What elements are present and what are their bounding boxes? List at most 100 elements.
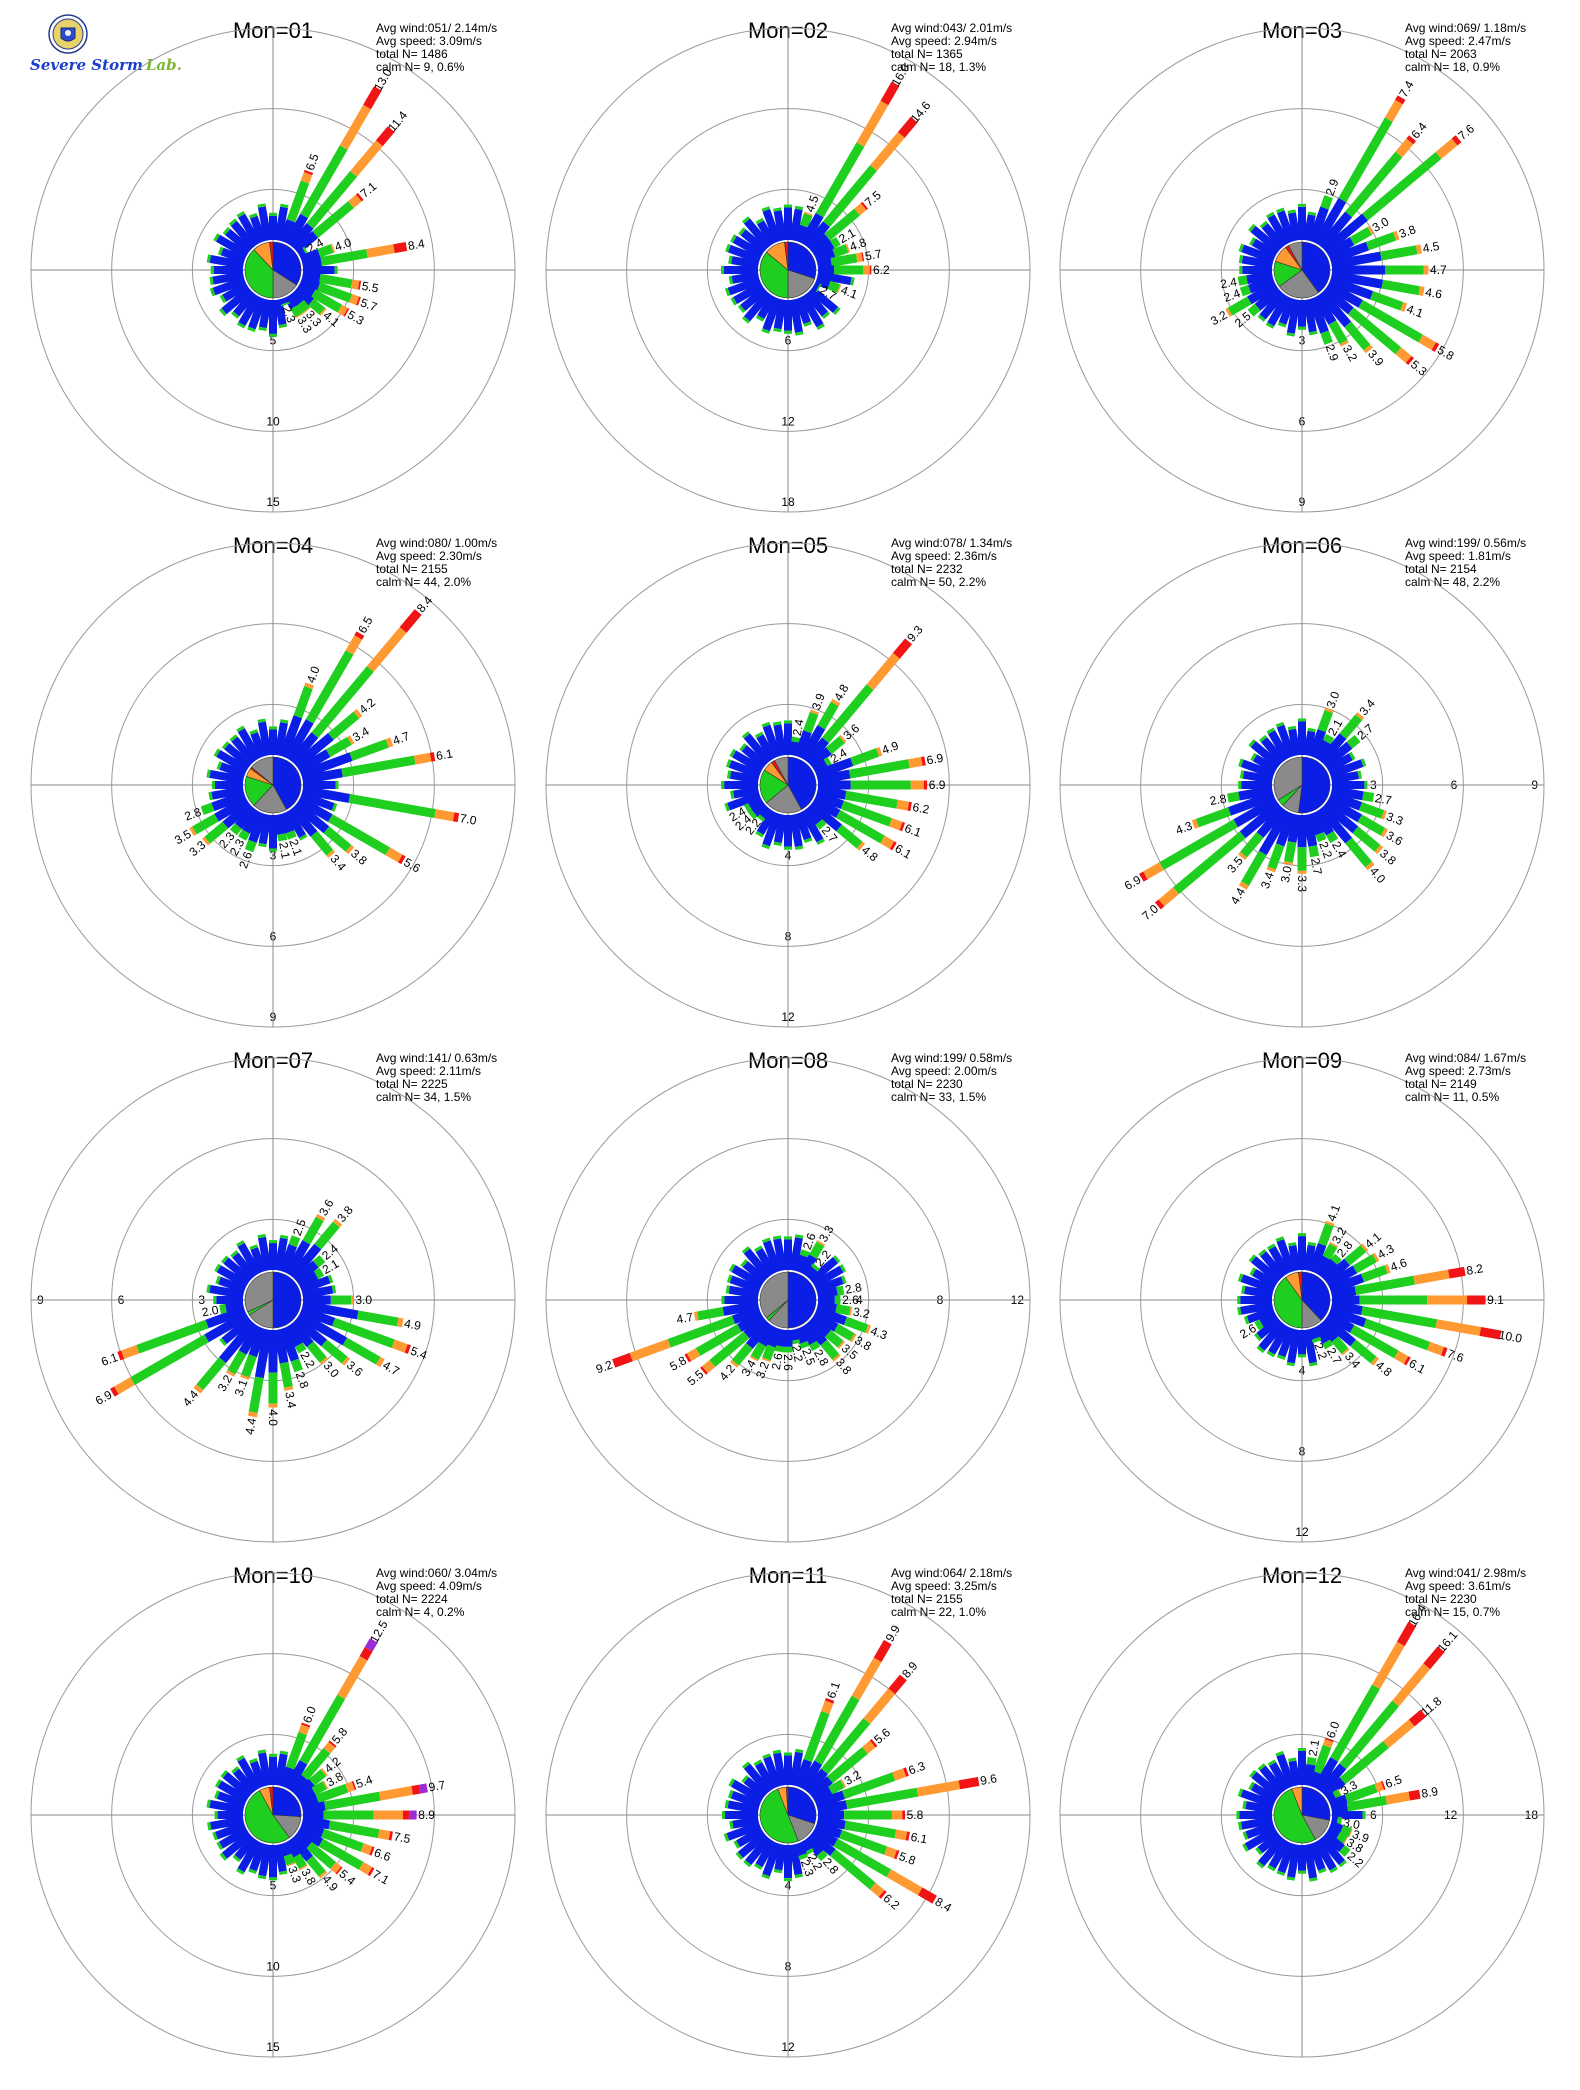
rose-bar xyxy=(1237,275,1248,286)
rose-bar xyxy=(274,1843,287,1873)
rose-bar xyxy=(284,1323,303,1348)
rose-bar xyxy=(193,1384,204,1394)
rose-bar xyxy=(323,1741,336,1754)
rose-bar xyxy=(790,1339,801,1345)
rose-bar xyxy=(288,1774,308,1795)
bar-value-label: 3.0 xyxy=(1324,689,1343,710)
rose-bar xyxy=(1276,1753,1296,1789)
rose-bar-tip xyxy=(216,1841,223,1850)
stat-total: total N= 2230 xyxy=(1405,1592,1477,1606)
stat-avg-speed: Avg speed: 3.25m/s xyxy=(891,1579,997,1593)
rose-bar xyxy=(1287,813,1302,843)
rose-bar-tip xyxy=(1259,734,1268,743)
rose-bar xyxy=(809,709,820,715)
rose-bar xyxy=(325,736,352,758)
rose-bar-tip xyxy=(1250,752,1257,762)
rose-bar xyxy=(1328,791,1363,811)
rose-bar-tip xyxy=(761,843,770,850)
rose-bar xyxy=(1313,739,1331,762)
rose-bar xyxy=(1317,1320,1339,1343)
rose-bar xyxy=(788,741,801,757)
rose-bar xyxy=(399,609,422,633)
rose-bar-tip xyxy=(773,207,782,212)
rose-bar xyxy=(1354,1275,1415,1295)
rose-bar xyxy=(799,1838,813,1853)
rose-bar xyxy=(811,759,829,774)
rose-bar xyxy=(238,293,262,326)
rose-bar-tip xyxy=(1248,223,1256,232)
rose-bar xyxy=(301,1801,326,1815)
rose-bar xyxy=(701,1360,716,1374)
rose-bar xyxy=(284,1760,308,1792)
pie-slice xyxy=(759,1271,789,1319)
rose-bar xyxy=(1427,1341,1445,1356)
rose-bar xyxy=(277,833,288,842)
pie-slice xyxy=(269,1786,274,1816)
rose-bar xyxy=(284,213,309,247)
rose-bar xyxy=(917,1887,937,1904)
rose-bar xyxy=(840,1778,847,1788)
rose-bar xyxy=(774,1345,785,1353)
rose-bar xyxy=(1370,291,1404,311)
bar-value-label: 3.2 xyxy=(753,1360,772,1381)
rose-bar xyxy=(1303,1843,1318,1879)
rose-bar xyxy=(737,1831,768,1858)
rose-bar xyxy=(1365,861,1375,871)
rose-bar xyxy=(1317,805,1353,844)
rose-bar-tip xyxy=(247,326,256,333)
rose-bar xyxy=(827,1746,868,1784)
rose-bar xyxy=(345,1781,355,1793)
rose-bar xyxy=(1251,238,1279,259)
rose-bar xyxy=(293,732,334,770)
rose-bar xyxy=(839,734,847,744)
rose-bar xyxy=(1322,1339,1334,1350)
rose-bar xyxy=(1372,1641,1405,1689)
rose-bar xyxy=(1256,805,1287,838)
rose-bar xyxy=(811,240,835,259)
rose-bar xyxy=(749,1355,759,1362)
stat-avg-speed: Avg speed: 4.09m/s xyxy=(376,1579,482,1593)
bar-value-label: 2.7 xyxy=(1308,857,1325,876)
rose-bar xyxy=(860,201,869,210)
rose-bar xyxy=(811,796,841,818)
rose-bar-tip xyxy=(724,1800,729,1809)
rose-bar xyxy=(873,1639,892,1662)
rose-bar xyxy=(855,252,863,263)
rose-bar-tip xyxy=(1237,1788,1244,1797)
rose-bar-tip xyxy=(761,1237,771,1244)
rose-bar xyxy=(1143,862,1164,880)
rose-bar xyxy=(320,1767,328,1777)
rose-bar xyxy=(221,1831,253,1859)
rose-bar xyxy=(212,271,245,285)
rose-bar xyxy=(1268,730,1291,762)
rose-bar xyxy=(1435,138,1458,159)
rose-bar-tip xyxy=(730,234,737,243)
bar-value-label: 4.6 xyxy=(1388,1255,1409,1274)
rose-bar xyxy=(1322,741,1353,770)
rose-bar-tip xyxy=(221,1255,229,1264)
rose-bar xyxy=(892,638,913,659)
rose-bar-tip xyxy=(280,203,289,209)
rose-bar xyxy=(773,298,787,330)
rose-bar-tip xyxy=(728,1263,736,1272)
rose-bar xyxy=(799,1341,810,1349)
bar-value-label: 5.7 xyxy=(359,295,380,314)
rose-bar xyxy=(729,770,760,784)
rose-bar-tip xyxy=(1286,1361,1295,1367)
rose-bar xyxy=(299,1306,336,1327)
rose-bar xyxy=(1246,270,1274,285)
bar-value-label: 3.9 xyxy=(809,691,828,712)
rose-bar xyxy=(301,1747,331,1781)
rose-bar xyxy=(794,811,812,841)
rose-bar xyxy=(743,1315,768,1339)
rose-bar-tip xyxy=(230,1250,239,1258)
rose-bar xyxy=(303,169,314,176)
rose-bar-tip xyxy=(222,226,231,235)
rose-bar xyxy=(1233,796,1279,828)
rose-bar xyxy=(820,1339,840,1360)
rose-bar xyxy=(1320,195,1333,210)
rose-bar xyxy=(284,1838,301,1859)
